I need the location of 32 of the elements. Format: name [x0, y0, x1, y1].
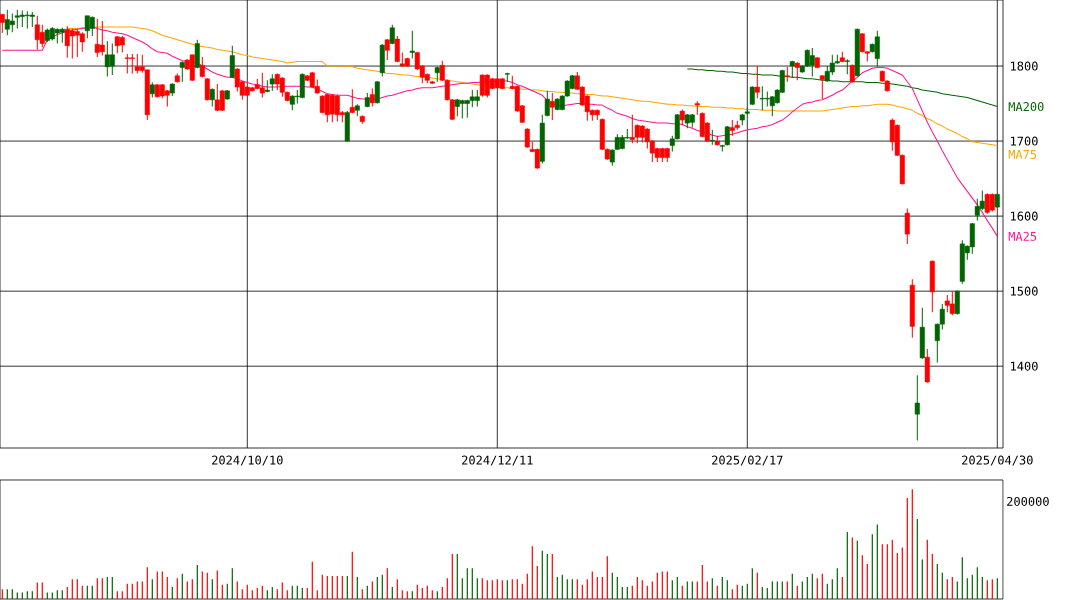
candlestick — [754, 65, 760, 99]
candlestick — [0, 13, 5, 34]
candlestick — [374, 80, 380, 105]
x-tick-label: 2024/12/11 — [462, 455, 533, 466]
series-label: MA25 — [1008, 231, 1037, 241]
y-tick-label: 1400 — [1010, 361, 1038, 371]
candlestick — [549, 92, 555, 121]
x-tick-label: 2025/04/30 — [962, 455, 1033, 466]
candlestick — [349, 88, 355, 114]
candlestick — [409, 30, 415, 60]
candlestick — [914, 374, 920, 441]
x-tick-label: 2025/02/17 — [712, 455, 783, 466]
candlestick — [369, 88, 375, 108]
candlestick — [229, 45, 235, 79]
candlestick — [394, 35, 400, 63]
text: 200000 — [1007, 496, 1049, 506]
candlestick — [974, 198, 980, 222]
candlestick — [954, 289, 960, 315]
candlestick — [524, 127, 530, 149]
y-tick-label: 1500 — [1010, 286, 1038, 296]
candlestick — [629, 114, 635, 144]
series-label: MA75 — [1008, 150, 1037, 160]
candlestick — [819, 74, 825, 100]
candlestick — [794, 61, 800, 81]
series-label: MA200 — [1008, 102, 1044, 112]
x-tick-label: 2024/10/10 — [212, 455, 283, 466]
candlestick — [384, 38, 390, 61]
y-tick-label: 1600 — [1010, 211, 1038, 221]
candlestick — [759, 85, 765, 111]
y-tick-label: 1700 — [1010, 136, 1038, 146]
candlestick — [904, 208, 910, 245]
y-tick-label: 1800 — [1010, 61, 1038, 71]
